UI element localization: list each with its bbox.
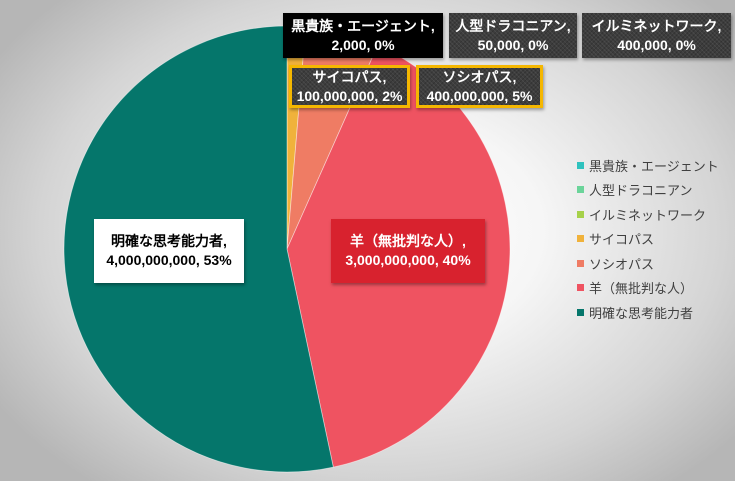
data-label-name: ソシオパス,	[442, 68, 517, 85]
data-label-name: イルミネットワーク,	[591, 17, 722, 34]
legend-item-sociopath: ソシオパス	[577, 251, 719, 276]
legend-label: 羊（無批判な人）	[589, 281, 694, 297]
data-label-name: 明確な思考能力者,	[111, 233, 227, 249]
legend-swatch	[577, 284, 584, 292]
data-label-name: 黒貴族・エージェント,	[291, 17, 435, 34]
legend-swatch	[577, 186, 584, 194]
legend-item-clear-thinker: 明確な思考能力者	[577, 300, 719, 325]
legend-label: イルミネットワーク	[589, 207, 707, 223]
chart-legend: 黒貴族・エージェント 人型ドラコニアン イルミネットワーク サイコパス ソシオパ…	[577, 153, 719, 325]
legend-swatch	[577, 259, 584, 267]
legend-item-sheep: 羊（無批判な人）	[577, 276, 719, 301]
data-label-value: 400,000,000, 5%	[426, 87, 533, 104]
legend-swatch	[577, 235, 584, 243]
data-label-value: 400,000, 0%	[617, 36, 696, 53]
legend-label: 明確な思考能力者	[589, 305, 694, 321]
legend-label: ソシオパス	[589, 256, 655, 272]
data-label-name: サイコパス,	[312, 68, 387, 85]
legend-item-black-nobility-agent: 黒貴族・エージェント	[577, 153, 719, 178]
data-label-value: 50,000, 0%	[477, 36, 549, 53]
legend-item-psychopath: サイコパス	[577, 227, 719, 252]
data-label-value: 4,000,000,000, 53%	[106, 252, 232, 268]
data-label-value: 3,000,000,000, 40%	[345, 252, 471, 268]
data-label-name: 羊（無批判な人）,	[350, 233, 466, 249]
data-label-illuminati-network: イルミネットワーク, 400,000, 0%	[582, 13, 731, 58]
data-label-black-nobility-agent: 黒貴族・エージェント, 2,000, 0%	[283, 13, 443, 58]
legend-item-humanoid-draconian: 人型ドラコニアン	[577, 178, 719, 203]
legend-swatch	[577, 210, 584, 218]
data-label-value: 2,000, 0%	[331, 36, 395, 53]
data-label-humanoid-draconian: 人型ドラコニアン, 50,000, 0%	[449, 13, 577, 58]
data-label-clear-thinker: 明確な思考能力者, 4,000,000,000, 53%	[94, 219, 244, 283]
data-label-value: 100,000,000, 2%	[296, 87, 403, 104]
data-label-sociopath: ソシオパス, 400,000,000, 5%	[416, 65, 543, 108]
legend-swatch	[577, 161, 584, 169]
data-label-sheep: 羊（無批判な人）, 3,000,000,000, 40%	[331, 219, 485, 283]
data-label-psychopath: サイコパス, 100,000,000, 2%	[289, 65, 410, 108]
legend-swatch	[577, 308, 584, 316]
legend-label: 人型ドラコニアン	[589, 183, 693, 199]
data-label-name: 人型ドラコニアン,	[455, 17, 571, 34]
legend-label: サイコパス	[589, 232, 655, 248]
legend-item-illuminati-network: イルミネットワーク	[577, 202, 719, 227]
legend-label: 黒貴族・エージェント	[589, 158, 719, 174]
